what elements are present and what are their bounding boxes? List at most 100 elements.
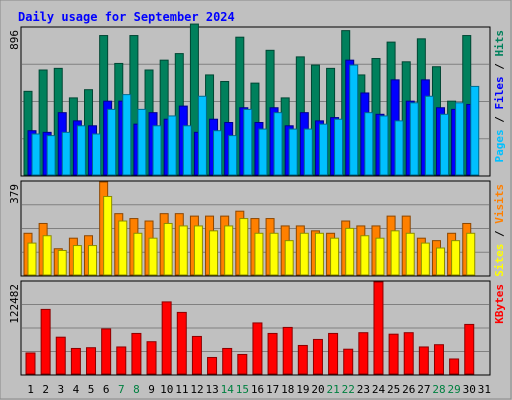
- bar-pages-day-8: [137, 108, 147, 176]
- bar-sites-day-30: [466, 232, 476, 276]
- x-tick-label-day-7: 7: [118, 383, 125, 396]
- bar-sites-day-24: [375, 237, 385, 276]
- x-tick-label-day-22: 22: [342, 383, 355, 396]
- chart-panels: 896 Pages / Files / Hits 379 Sites / Visits…: [8, 23, 506, 376]
- bar-sites-day-25: [390, 230, 400, 276]
- bar-sites-day-2: [42, 235, 52, 276]
- bar-pages-day-12: [197, 95, 207, 176]
- bar-kbytes-day-10: [161, 301, 172, 375]
- bar-kbytes-day-26: [403, 332, 414, 375]
- axis-label-separator: /: [493, 224, 506, 244]
- bar-kbytes-day-23: [358, 332, 369, 375]
- bar-kbytes-day-8: [131, 332, 142, 375]
- x-tick-label-day-18: 18: [281, 383, 294, 396]
- x-tick-label-day-15: 15: [236, 383, 249, 396]
- axis-label-kbytes: KBytes: [493, 284, 506, 324]
- bar-kbytes-day-16: [252, 322, 263, 375]
- bar-kbytes-day-1: [25, 352, 36, 375]
- bar-kbytes-day-11: [176, 311, 187, 375]
- bar-kbytes-day-14: [222, 347, 233, 375]
- bar-sites-day-11: [178, 225, 188, 276]
- axis-label-separator: /: [493, 57, 506, 77]
- bar-sites-day-6: [103, 195, 113, 276]
- bar-kbytes-day-17: [267, 332, 278, 375]
- axis-label-hits: Hits: [493, 30, 506, 57]
- panel-hits-files-pages: 896 Pages / Files / Hits: [8, 23, 506, 177]
- axis-label-pages: Pages: [493, 129, 506, 162]
- x-tick-label-day-25: 25: [387, 383, 400, 396]
- x-tick-label-day-4: 4: [73, 383, 80, 396]
- bar-pages-day-16: [258, 128, 268, 176]
- bar-pages-day-9: [152, 125, 162, 176]
- bar-sites-day-17: [269, 232, 279, 276]
- x-tick-label-day-17: 17: [266, 383, 279, 396]
- bar-pages-day-13: [213, 130, 223, 176]
- bar-kbytes-day-22: [343, 348, 354, 375]
- bar-pages-day-21: [334, 118, 344, 176]
- x-tick-label-day-11: 11: [175, 383, 188, 396]
- axis-label-visits: Visits: [493, 184, 506, 224]
- bar-pages-day-26: [409, 102, 419, 176]
- bar-kbytes-day-13: [207, 356, 218, 375]
- bar-pages-day-3: [61, 131, 71, 176]
- bar-sites-day-19: [299, 232, 309, 276]
- bar-pages-day-11: [182, 125, 192, 176]
- bar-sites-day-28: [435, 247, 445, 276]
- x-tick-label-day-2: 2: [42, 383, 49, 396]
- bar-sites-day-7: [118, 220, 128, 276]
- bar-sites-day-14: [224, 225, 234, 276]
- axis-label-files: Files: [493, 76, 506, 109]
- bar-pages-day-19: [303, 128, 313, 176]
- series-kbytes: [25, 281, 475, 375]
- bar-kbytes-day-25: [388, 333, 399, 375]
- x-tick-label-day-3: 3: [58, 383, 65, 396]
- x-tick-label-day-8: 8: [133, 383, 140, 396]
- bar-sites-day-21: [330, 237, 340, 276]
- bar-pages-day-23: [364, 112, 374, 176]
- bar-pages-day-27: [424, 95, 434, 176]
- x-tick-label-day-13: 13: [205, 383, 218, 396]
- bar-pages-day-6: [107, 108, 117, 176]
- bar-kbytes-day-21: [328, 332, 339, 375]
- series-pages: [31, 64, 480, 176]
- bar-kbytes-day-9: [146, 341, 157, 375]
- x-tick-label-day-20: 20: [311, 383, 324, 396]
- bar-pages-day-17: [273, 112, 283, 176]
- x-tick-label-day-31: 31: [478, 383, 491, 396]
- bar-kbytes-day-24: [373, 281, 384, 375]
- series-sites: [27, 195, 476, 276]
- bar-sites-day-3: [57, 249, 67, 276]
- panel-visits-sites: 379 Sites / Visits: [8, 180, 506, 277]
- bar-pages-day-18: [288, 128, 298, 176]
- x-tick-label-day-23: 23: [357, 383, 370, 396]
- bar-sites-day-23: [360, 235, 370, 276]
- bar-sites-day-22: [345, 227, 355, 276]
- x-tick-label-day-1: 1: [27, 383, 34, 396]
- x-tick-label-day-26: 26: [402, 383, 415, 396]
- bar-kbytes-day-6: [101, 328, 112, 375]
- bar-sites-day-5: [88, 245, 98, 276]
- bar-pages-day-7: [122, 94, 132, 176]
- x-tick-label-day-5: 5: [88, 383, 95, 396]
- chart-title: Daily usage for September 2024: [18, 10, 235, 24]
- bar-pages-day-30: [470, 85, 480, 176]
- axis-label-hits-files-pages: Pages / Files / Hits: [493, 30, 506, 163]
- x-tick-label-day-28: 28: [432, 383, 445, 396]
- bar-kbytes-day-3: [55, 336, 66, 375]
- bar-pages-day-5: [92, 133, 102, 176]
- bar-sites-day-20: [314, 232, 324, 276]
- bar-sites-day-26: [405, 232, 415, 276]
- bar-pages-day-28: [439, 113, 449, 176]
- bar-kbytes-day-5: [86, 347, 97, 375]
- bar-kbytes-day-29: [449, 358, 460, 375]
- bar-kbytes-day-19: [297, 344, 308, 375]
- x-tick-label-day-9: 9: [148, 383, 155, 396]
- x-axis-labels: 1 2 3 4 5 6 7 8 9 10 11 12 13 14 15 16 17 18 19 20 21 22 23 24 2…: [27, 383, 491, 396]
- bar-sites-day-27: [420, 242, 430, 276]
- bar-sites-day-29: [451, 240, 461, 276]
- x-tick-label-day-27: 27: [417, 383, 430, 396]
- bar-pages-day-29: [455, 102, 465, 176]
- x-tick-label-day-14: 14: [221, 383, 235, 396]
